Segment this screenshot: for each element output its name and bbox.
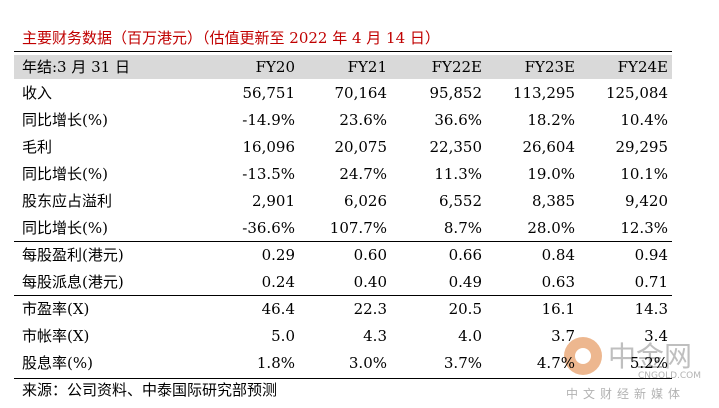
cell: -14.9% bbox=[242, 111, 295, 129]
cell: 0.40 bbox=[353, 273, 387, 291]
watermark-slogan: 中文财经新媒体 bbox=[566, 387, 686, 401]
column-header: FY23E bbox=[524, 58, 575, 76]
cell: 6,552 bbox=[439, 192, 482, 210]
cell: 24.7% bbox=[339, 165, 387, 183]
cell: 3.0% bbox=[348, 354, 387, 372]
cell: 5.0 bbox=[271, 327, 295, 345]
cell: 3.4 bbox=[644, 327, 668, 345]
cell: 0.84 bbox=[541, 246, 575, 264]
cell: 8.7% bbox=[443, 219, 482, 237]
row-label: 股东应占溢利 bbox=[22, 192, 113, 210]
cell: 16.1 bbox=[541, 300, 575, 318]
cell: 22.3 bbox=[353, 300, 387, 318]
row-label: 收入 bbox=[22, 84, 53, 102]
cell: 10.1% bbox=[620, 165, 668, 183]
row-label: 股息率(%) bbox=[22, 354, 93, 372]
cell: 0.29 bbox=[261, 246, 295, 264]
row-label: 每股盈利(港元) bbox=[22, 246, 124, 264]
cell: 3.7 bbox=[551, 327, 575, 345]
cell: 20,075 bbox=[334, 138, 388, 156]
rule bbox=[14, 51, 672, 52]
cell: 0.71 bbox=[634, 273, 668, 291]
cell: 113,295 bbox=[512, 84, 575, 102]
cell: 11.3% bbox=[434, 165, 482, 183]
header-background bbox=[14, 55, 672, 79]
column-header: FY20 bbox=[255, 58, 295, 76]
cell: -36.6% bbox=[242, 219, 295, 237]
column-header: FY22E bbox=[431, 58, 482, 76]
cell: 46.4 bbox=[261, 300, 295, 318]
watermark-brand: 中金网 bbox=[608, 340, 693, 373]
group-rule bbox=[14, 295, 672, 296]
row-label: 每股派息(港元) bbox=[22, 273, 124, 291]
cell: 0.24 bbox=[261, 273, 295, 291]
cell: 23.6% bbox=[339, 111, 387, 129]
cell: 20.5 bbox=[448, 300, 482, 318]
source: 来源：公司资料、中泰国际研究部预测 bbox=[22, 381, 278, 399]
cell: 107.7% bbox=[329, 219, 387, 237]
row-label: 毛利 bbox=[22, 138, 53, 156]
column-header: FY24E bbox=[617, 58, 668, 76]
cell: 2,901 bbox=[252, 192, 295, 210]
row-label: 同比增长(%) bbox=[22, 111, 108, 129]
cell: 0.63 bbox=[541, 273, 575, 291]
cell: 95,852 bbox=[429, 84, 483, 102]
cell: 125,084 bbox=[605, 84, 668, 102]
row-label: 市盈率(X) bbox=[22, 300, 90, 318]
watermark-site: CNGOLD.COM bbox=[638, 371, 702, 381]
cell: 1.8% bbox=[256, 354, 295, 372]
cell: 4.3 bbox=[363, 327, 387, 345]
cell: 4.7% bbox=[536, 354, 575, 372]
cell: 6,026 bbox=[344, 192, 387, 210]
column-header: FY21 bbox=[347, 58, 387, 76]
cell: 70,164 bbox=[334, 84, 388, 102]
cell: 10.4% bbox=[620, 111, 668, 129]
row-label: 市帐率(X) bbox=[22, 327, 90, 345]
cell: 18.2% bbox=[527, 111, 575, 129]
cell: 19.0% bbox=[527, 165, 575, 183]
group-rule bbox=[14, 378, 672, 379]
cell: 0.94 bbox=[634, 246, 668, 264]
cell: 0.66 bbox=[448, 246, 482, 264]
row-label: 同比增长(%) bbox=[22, 219, 108, 237]
cell: -13.5% bbox=[242, 165, 295, 183]
cell: 22,350 bbox=[429, 138, 483, 156]
cell: 3.7% bbox=[443, 354, 482, 372]
cell: 14.3 bbox=[634, 300, 668, 318]
cell: 12.3% bbox=[620, 219, 668, 237]
watermark-logo bbox=[564, 337, 602, 375]
cell: 4.0 bbox=[458, 327, 482, 345]
cell: 0.49 bbox=[448, 273, 482, 291]
cell: 56,751 bbox=[242, 84, 296, 102]
cell: 26,604 bbox=[522, 138, 576, 156]
title: 主要财务数据（百万港元）（估值更新至 2022 年 4 月 14 日） bbox=[22, 29, 440, 47]
cell: 28.0% bbox=[527, 219, 575, 237]
group-rule bbox=[14, 241, 672, 242]
cell: 36.6% bbox=[434, 111, 482, 129]
cell: 8,385 bbox=[532, 192, 575, 210]
cell: 29,295 bbox=[615, 138, 669, 156]
watermark: 中金网 CNGOLD.COM 中文财经新媒体 bbox=[560, 335, 710, 405]
cell: 5.2% bbox=[629, 354, 668, 372]
row-label: 同比增长(%) bbox=[22, 165, 108, 183]
cell: 16,096 bbox=[242, 138, 296, 156]
cell: 0.60 bbox=[353, 246, 387, 264]
column-header: 年结:3 月 31 日 bbox=[22, 58, 130, 76]
cell: 9,420 bbox=[625, 192, 668, 210]
